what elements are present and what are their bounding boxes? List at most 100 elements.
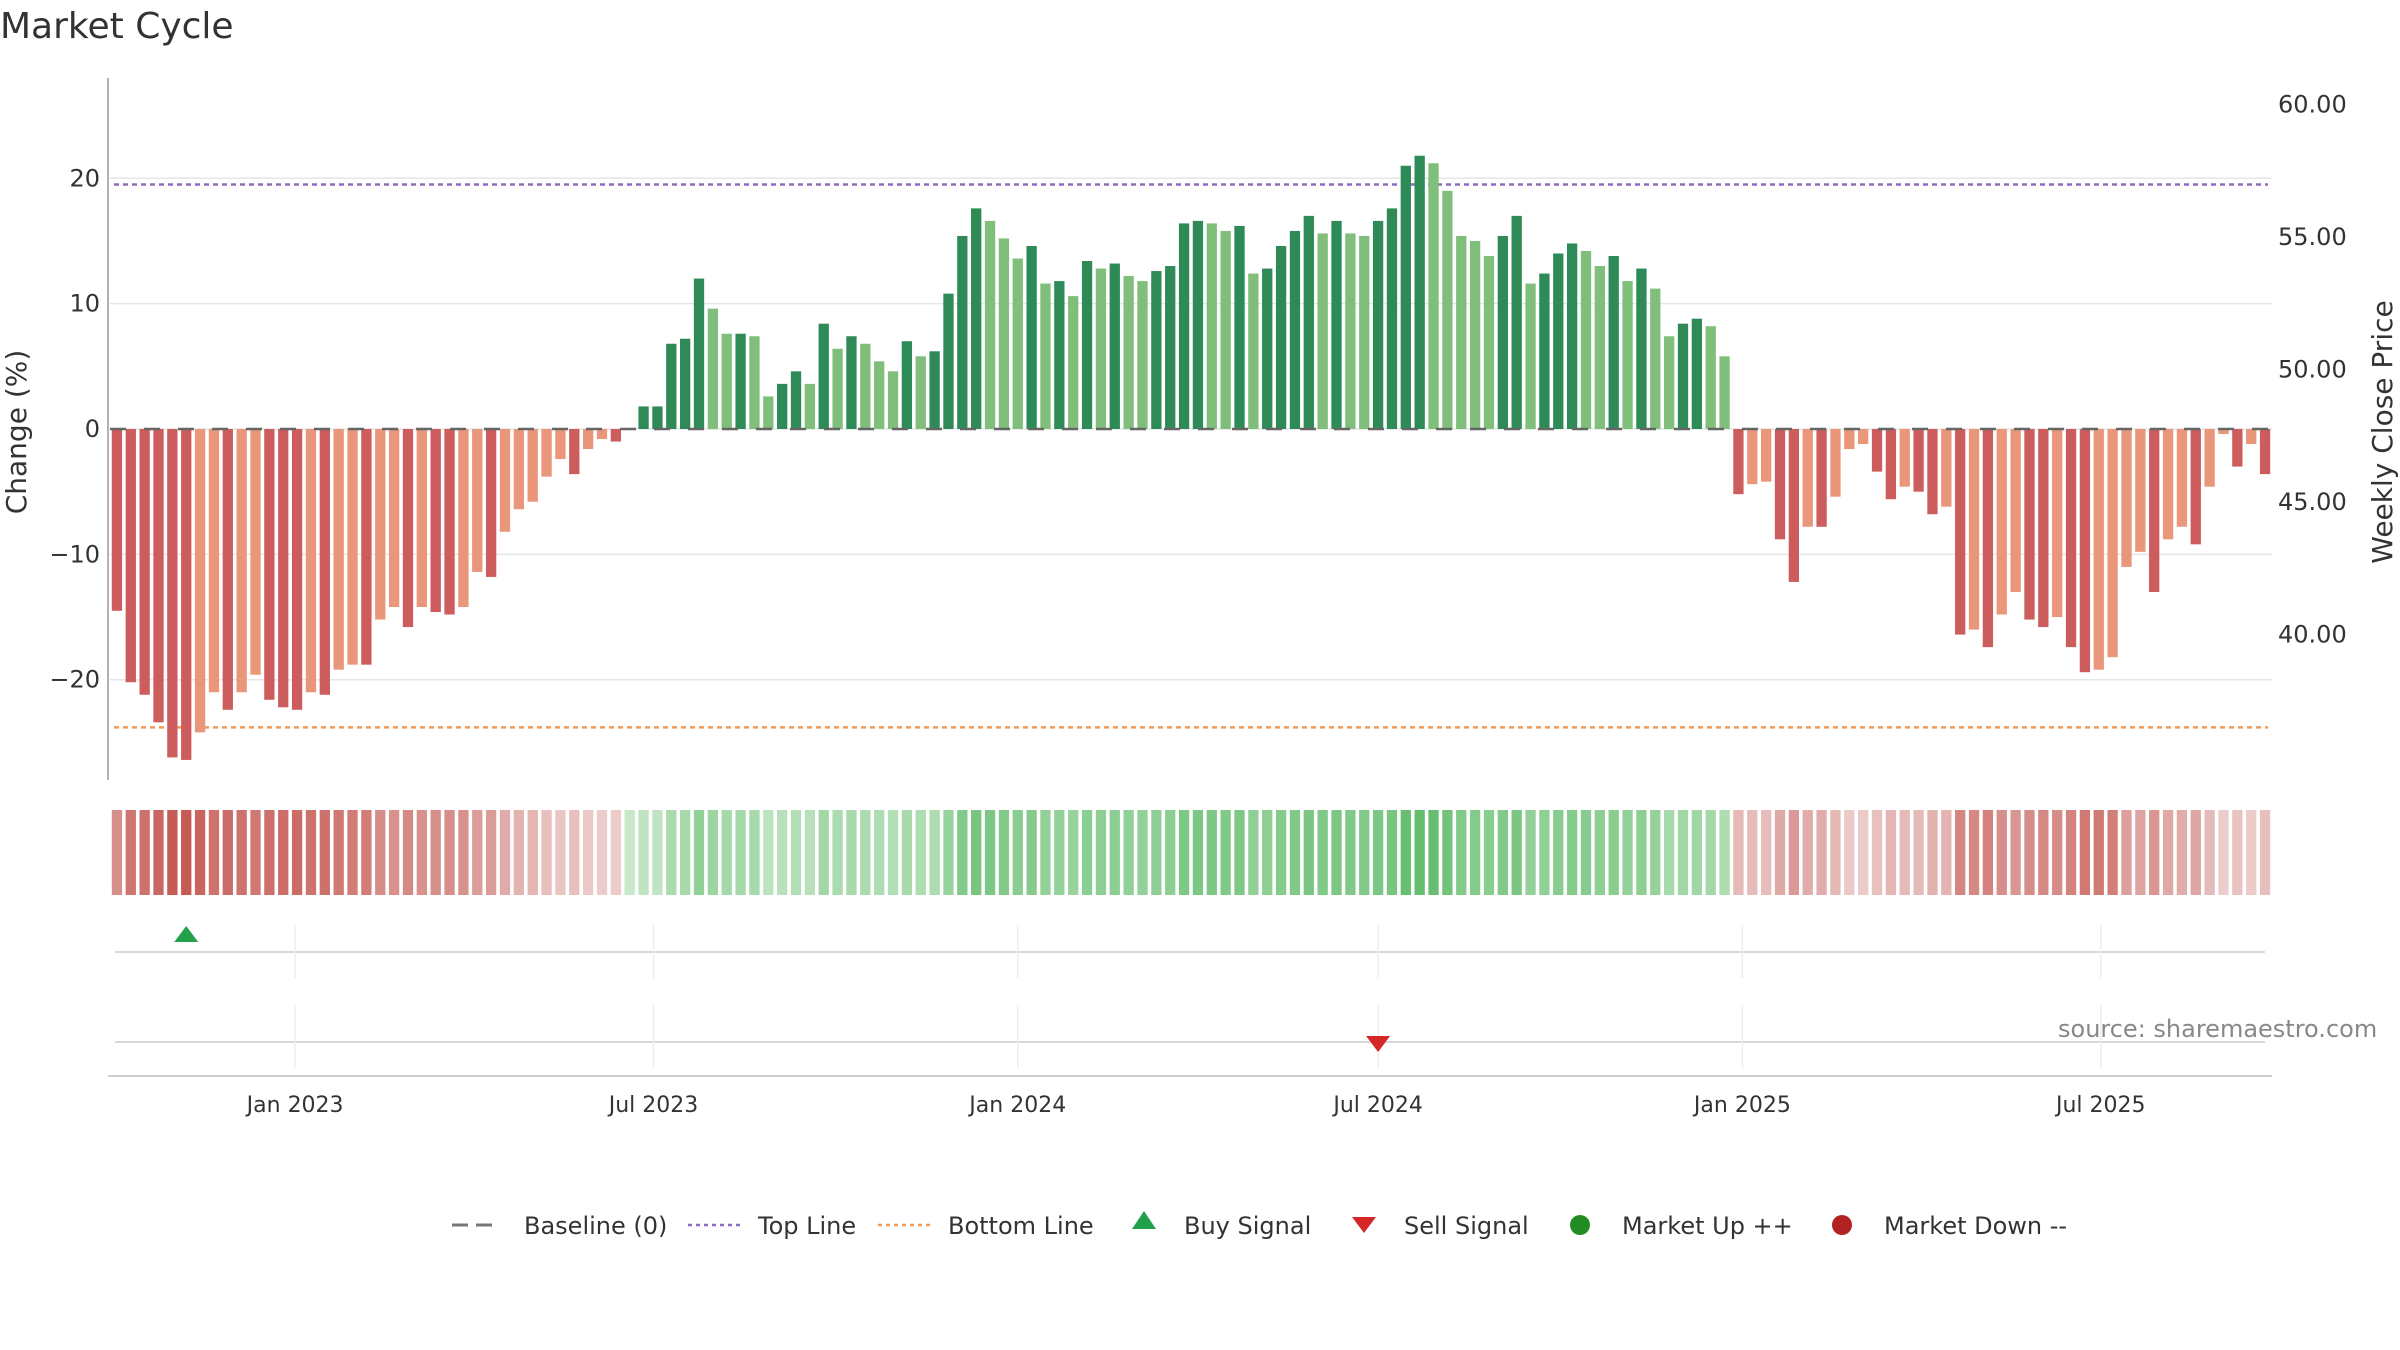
change-bar xyxy=(319,429,330,695)
change-bar xyxy=(1054,281,1065,429)
legend-label: Sell Signal xyxy=(1404,1212,1529,1240)
change-bar xyxy=(1068,296,1079,429)
change-bar xyxy=(2093,429,2104,670)
heat-cell xyxy=(1068,810,1079,895)
y-tick-label-left: −20 xyxy=(49,666,100,694)
legend-label: Market Down -- xyxy=(1884,1212,2067,1240)
heat-cell xyxy=(1677,810,1689,895)
change-bar xyxy=(236,429,247,693)
heat-cell xyxy=(679,810,691,895)
change-bar xyxy=(998,238,1010,429)
heat-cell xyxy=(388,810,400,895)
heat-cell xyxy=(305,810,317,895)
heat-cell xyxy=(222,810,233,895)
heat-cell xyxy=(1885,810,1897,895)
heat-cell xyxy=(1289,810,1301,895)
heat-cell xyxy=(541,810,552,895)
legend-label: Baseline (0) xyxy=(524,1212,667,1240)
heat-cell xyxy=(596,810,608,895)
heat-cell xyxy=(1511,810,1522,895)
change-bar xyxy=(1026,245,1037,429)
heat-cell xyxy=(1012,810,1023,895)
heat-cell xyxy=(915,810,926,895)
change-bar xyxy=(264,429,275,700)
heat-cell xyxy=(1248,810,1259,895)
heat-strip xyxy=(111,810,2271,895)
heat-cell xyxy=(860,810,871,895)
heat-cell xyxy=(555,810,566,895)
change-bar xyxy=(527,429,538,502)
change-bar xyxy=(790,371,802,429)
change-bar xyxy=(1095,268,1107,429)
change-bar xyxy=(444,429,455,615)
change-bar xyxy=(777,383,788,429)
change-bar xyxy=(1802,429,1813,527)
change-bar xyxy=(1553,253,1564,429)
legend-swatch xyxy=(1352,1217,1376,1233)
change-bar xyxy=(513,429,524,510)
heat-cell xyxy=(1816,810,1827,895)
heat-cell xyxy=(1026,810,1037,895)
heat-cell xyxy=(2052,810,2063,895)
heat-cell xyxy=(250,810,261,895)
heat-cell xyxy=(1275,810,1287,895)
legend-item: Top Line xyxy=(688,1212,856,1240)
heat-cell xyxy=(2190,810,2201,895)
heat-cell xyxy=(1594,810,1605,895)
change-bar xyxy=(305,429,317,693)
change-bar xyxy=(2246,429,2257,445)
change-bar xyxy=(693,278,705,429)
heat-cell xyxy=(887,810,899,895)
heat-cell xyxy=(1760,810,1772,895)
change-bar xyxy=(333,429,344,670)
change-bar xyxy=(971,208,982,429)
change-bar xyxy=(610,429,622,442)
heat-cell xyxy=(1691,810,1703,895)
heat-cell xyxy=(1081,810,1093,895)
change-bar xyxy=(430,429,441,613)
heat-cell xyxy=(402,810,414,895)
change-bar xyxy=(1830,429,1841,497)
heat-cell xyxy=(1830,810,1841,895)
change-bar xyxy=(1691,318,1703,429)
heat-cell xyxy=(278,810,289,895)
heat-cell xyxy=(2065,810,2077,895)
y-axis-label-left: Change (%) xyxy=(0,350,33,515)
change-bar xyxy=(957,235,968,429)
x-axis: Jan 2023 Jul 2023 Jan 2024 Jul 2024 Jan 2025… xyxy=(108,1075,2272,1118)
change-bar xyxy=(1206,223,1217,429)
change-bar xyxy=(1913,429,1924,492)
change-bar xyxy=(1331,220,1342,429)
legend-item: Buy Signal xyxy=(1132,1211,1311,1240)
change-bar xyxy=(569,429,580,475)
y-tick-label-left: 20 xyxy=(69,164,100,192)
source-note: source: sharemaestro.com xyxy=(2058,1015,2378,1043)
heat-cell xyxy=(1747,810,1758,895)
y-tick-label-right: 60.00 xyxy=(2278,90,2347,118)
legend-label: Top Line xyxy=(757,1212,856,1240)
heat-cell xyxy=(1608,810,1619,895)
change-bar xyxy=(2024,429,2035,620)
change-bar xyxy=(735,333,746,429)
change-bar xyxy=(1663,336,1675,429)
heat-cell xyxy=(1317,810,1328,895)
change-bar xyxy=(874,361,885,429)
legend-label: Market Up ++ xyxy=(1622,1212,1793,1240)
heat-cell xyxy=(1206,810,1217,895)
change-bar xyxy=(1566,243,1578,429)
change-bar xyxy=(1816,429,1827,527)
y-tick-label-left: 0 xyxy=(85,415,100,443)
change-bar xyxy=(222,429,233,710)
heat-cell xyxy=(2093,810,2104,895)
change-bar xyxy=(1262,268,1273,429)
heat-cell xyxy=(2162,810,2174,895)
change-bar xyxy=(2204,429,2215,487)
change-bar xyxy=(679,338,691,429)
change-bar xyxy=(1899,429,1910,487)
change-bar xyxy=(2121,429,2132,567)
grid-lines xyxy=(110,177,2272,681)
legend-item: Sell Signal xyxy=(1352,1212,1529,1240)
change-bar xyxy=(943,293,954,429)
x-tick-label: Jul 2024 xyxy=(1331,1093,1423,1118)
